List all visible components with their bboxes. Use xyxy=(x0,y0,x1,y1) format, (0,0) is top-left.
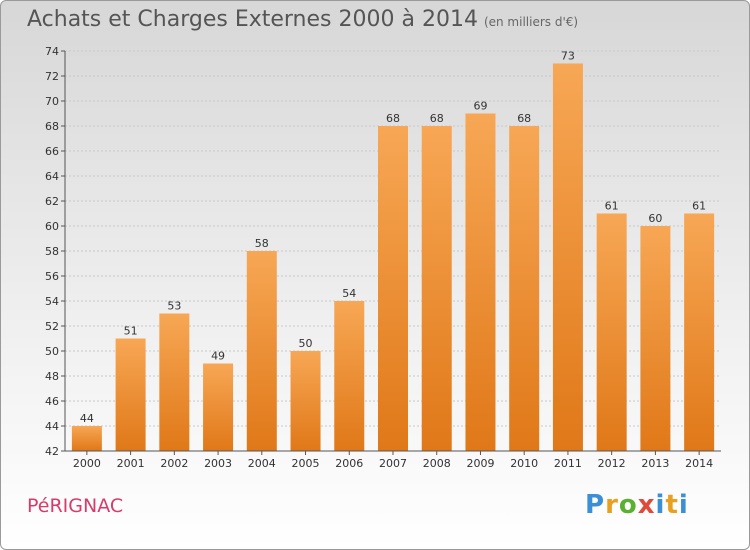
y-tick-label: 54 xyxy=(45,295,59,308)
logo-letter: i xyxy=(655,490,666,520)
bar-2006 xyxy=(334,301,365,451)
x-tick-label: 2005 xyxy=(292,457,320,470)
value-label: 73 xyxy=(561,50,575,63)
bar-2003 xyxy=(203,363,234,451)
y-tick-label: 48 xyxy=(45,370,59,383)
commune-name: PéRIGNAC xyxy=(27,495,124,517)
bar-2013 xyxy=(640,226,671,451)
y-tick-label: 46 xyxy=(45,395,59,408)
value-label: 50 xyxy=(299,337,313,350)
chart-title: Achats et Charges Externes 2000 à 2014 (e… xyxy=(27,7,578,32)
bar-2004 xyxy=(246,251,277,451)
x-tick-label: 2010 xyxy=(510,457,538,470)
value-label: 68 xyxy=(517,112,531,125)
y-tick-label: 44 xyxy=(45,420,59,433)
x-tick-label: 2002 xyxy=(160,457,188,470)
y-tick-label: 68 xyxy=(45,120,59,133)
logo-letter: r xyxy=(605,490,619,520)
chart-title-text: Achats et Charges Externes 2000 à 2014 xyxy=(27,7,478,32)
bar-2002 xyxy=(159,313,190,451)
x-axis: 2000 2001 2002 2003 2004 2005 2006 2007 2008 2009… xyxy=(65,450,721,470)
y-tick-label: 64 xyxy=(45,170,59,183)
y-axis: 42 44 46 48 50 52 54 56 58 60 62 64 66 68 70 72 74 xyxy=(45,45,66,458)
logo-letter: o xyxy=(618,490,638,520)
proxiti-logo[interactable]: Proxiti xyxy=(585,490,689,520)
y-tick-label: 74 xyxy=(45,45,59,58)
value-label: 51 xyxy=(124,325,138,338)
bar-2010 xyxy=(509,126,540,451)
x-tick-label: 2004 xyxy=(248,457,276,470)
y-tick-label: 58 xyxy=(45,245,59,258)
value-label: 53 xyxy=(167,300,181,313)
chart-unit-label: (en milliers d'€) xyxy=(483,15,579,29)
bar-2009 xyxy=(465,113,496,451)
bars: 44 51 53 49 58 50 54 68 68 69 68 73 61 60 61 xyxy=(71,50,715,451)
value-label: 60 xyxy=(648,212,662,225)
y-tick-label: 52 xyxy=(45,320,59,333)
logo-letter: x xyxy=(637,490,656,520)
bar-2001 xyxy=(115,338,146,451)
bar-2005 xyxy=(290,351,321,451)
x-tick-label: 2014 xyxy=(685,457,713,470)
bar-2011 xyxy=(552,63,583,451)
x-tick-label: 2006 xyxy=(335,457,363,470)
logo-letter: P xyxy=(585,490,606,520)
y-tick-label: 60 xyxy=(45,220,59,233)
x-tick-label: 2013 xyxy=(641,457,669,470)
x-tick-label: 2008 xyxy=(423,457,451,470)
bar-2014 xyxy=(684,213,715,451)
x-tick-label: 2011 xyxy=(554,457,582,470)
value-label: 58 xyxy=(255,237,269,250)
x-tick-label: 2003 xyxy=(204,457,232,470)
bar-2000 xyxy=(71,426,102,451)
value-label: 68 xyxy=(386,112,400,125)
x-tick-label: 2001 xyxy=(117,457,145,470)
value-label: 61 xyxy=(692,200,706,213)
y-tick-label: 56 xyxy=(45,270,59,283)
y-tick-label: 66 xyxy=(45,145,59,158)
y-tick-label: 50 xyxy=(45,345,59,358)
bar-2007 xyxy=(378,126,408,451)
x-tick-label: 2000 xyxy=(73,457,101,470)
value-label: 44 xyxy=(80,412,94,425)
x-tick-label: 2007 xyxy=(379,457,407,470)
value-label: 61 xyxy=(605,200,619,213)
value-label: 68 xyxy=(430,112,444,125)
y-tick-label: 62 xyxy=(45,195,59,208)
logo-letter: t xyxy=(665,490,679,520)
y-tick-label: 70 xyxy=(45,95,59,108)
x-tick-label: 2009 xyxy=(466,457,494,470)
value-label: 69 xyxy=(473,100,487,113)
value-label: 49 xyxy=(211,350,225,363)
y-tick-label: 72 xyxy=(45,70,59,83)
y-tick-label: 42 xyxy=(45,445,59,458)
bar-2008 xyxy=(421,126,452,451)
x-tick-label: 2012 xyxy=(598,457,626,470)
bar-2012 xyxy=(596,213,627,451)
logo-letter: i xyxy=(678,490,689,520)
value-label: 54 xyxy=(342,287,356,300)
